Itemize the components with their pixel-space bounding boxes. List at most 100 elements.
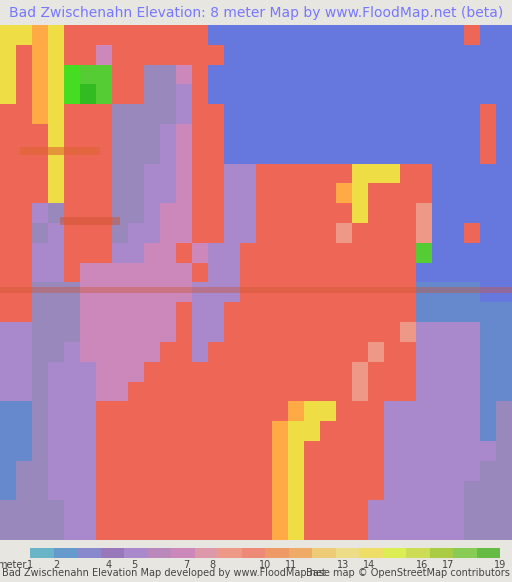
Bar: [288, 322, 304, 342]
Bar: [336, 282, 352, 302]
Bar: [448, 520, 464, 540]
Bar: [304, 362, 320, 382]
Bar: [320, 164, 336, 183]
Bar: [400, 382, 416, 402]
Bar: [416, 262, 432, 282]
Bar: [96, 282, 112, 302]
Bar: [48, 520, 64, 540]
Bar: [368, 382, 384, 402]
Bar: [400, 441, 416, 461]
Bar: [144, 362, 160, 382]
Bar: [128, 402, 144, 421]
Bar: [32, 223, 48, 243]
Bar: [208, 84, 224, 104]
Bar: [192, 65, 208, 84]
Bar: [16, 322, 32, 342]
Bar: [96, 25, 112, 45]
Bar: [64, 124, 80, 144]
Bar: [256, 223, 272, 243]
Bar: [80, 262, 96, 282]
Bar: [80, 282, 96, 302]
Bar: [240, 203, 256, 223]
Bar: [416, 84, 432, 104]
Bar: [16, 402, 32, 421]
Bar: [416, 65, 432, 84]
Bar: [224, 322, 240, 342]
Text: 17: 17: [441, 560, 454, 570]
Bar: [480, 461, 496, 481]
Bar: [368, 520, 384, 540]
Bar: [192, 144, 208, 164]
Bar: [16, 243, 32, 262]
Bar: [288, 144, 304, 164]
Bar: [336, 124, 352, 144]
Bar: [272, 25, 288, 45]
Bar: [256, 262, 272, 282]
Bar: [224, 481, 240, 501]
Bar: [320, 481, 336, 501]
Bar: [208, 45, 224, 65]
Bar: [128, 322, 144, 342]
Bar: [16, 441, 32, 461]
Bar: [144, 402, 160, 421]
Bar: [384, 65, 400, 84]
Bar: [32, 262, 48, 282]
Bar: [288, 262, 304, 282]
Bar: [80, 362, 96, 382]
Bar: [208, 223, 224, 243]
Bar: [288, 45, 304, 65]
Bar: [416, 243, 432, 262]
Bar: [416, 342, 432, 362]
Bar: [496, 441, 512, 461]
Bar: [432, 183, 448, 203]
Bar: [368, 282, 384, 302]
Bar: [240, 65, 256, 84]
Bar: [208, 203, 224, 223]
Bar: [336, 84, 352, 104]
Bar: [48, 481, 64, 501]
Bar: [448, 441, 464, 461]
Bar: [208, 144, 224, 164]
Bar: [256, 382, 272, 402]
Bar: [464, 144, 480, 164]
Bar: [128, 441, 144, 461]
Bar: [416, 501, 432, 520]
Bar: [0, 421, 16, 441]
Bar: [160, 402, 176, 421]
Bar: [240, 481, 256, 501]
Bar: [64, 322, 80, 342]
Bar: [192, 461, 208, 481]
Bar: [144, 342, 160, 362]
Bar: [320, 25, 336, 45]
Bar: [336, 65, 352, 84]
Bar: [0, 223, 16, 243]
Bar: [304, 183, 320, 203]
Bar: [16, 124, 32, 144]
Bar: [304, 203, 320, 223]
Bar: [32, 25, 48, 45]
Bar: [352, 402, 368, 421]
Bar: [96, 520, 112, 540]
Bar: [160, 183, 176, 203]
Bar: [272, 203, 288, 223]
Bar: [30, 548, 53, 558]
Bar: [432, 84, 448, 104]
Bar: [400, 164, 416, 183]
Bar: [16, 342, 32, 362]
Bar: [192, 84, 208, 104]
Bar: [64, 203, 80, 223]
Bar: [432, 25, 448, 45]
Bar: [96, 144, 112, 164]
Bar: [432, 461, 448, 481]
Bar: [368, 441, 384, 461]
Bar: [208, 362, 224, 382]
Bar: [16, 104, 32, 124]
Bar: [400, 243, 416, 262]
Bar: [304, 104, 320, 124]
Bar: [48, 461, 64, 481]
Bar: [128, 461, 144, 481]
Bar: [496, 262, 512, 282]
Bar: [208, 461, 224, 481]
Bar: [304, 520, 320, 540]
Bar: [272, 243, 288, 262]
